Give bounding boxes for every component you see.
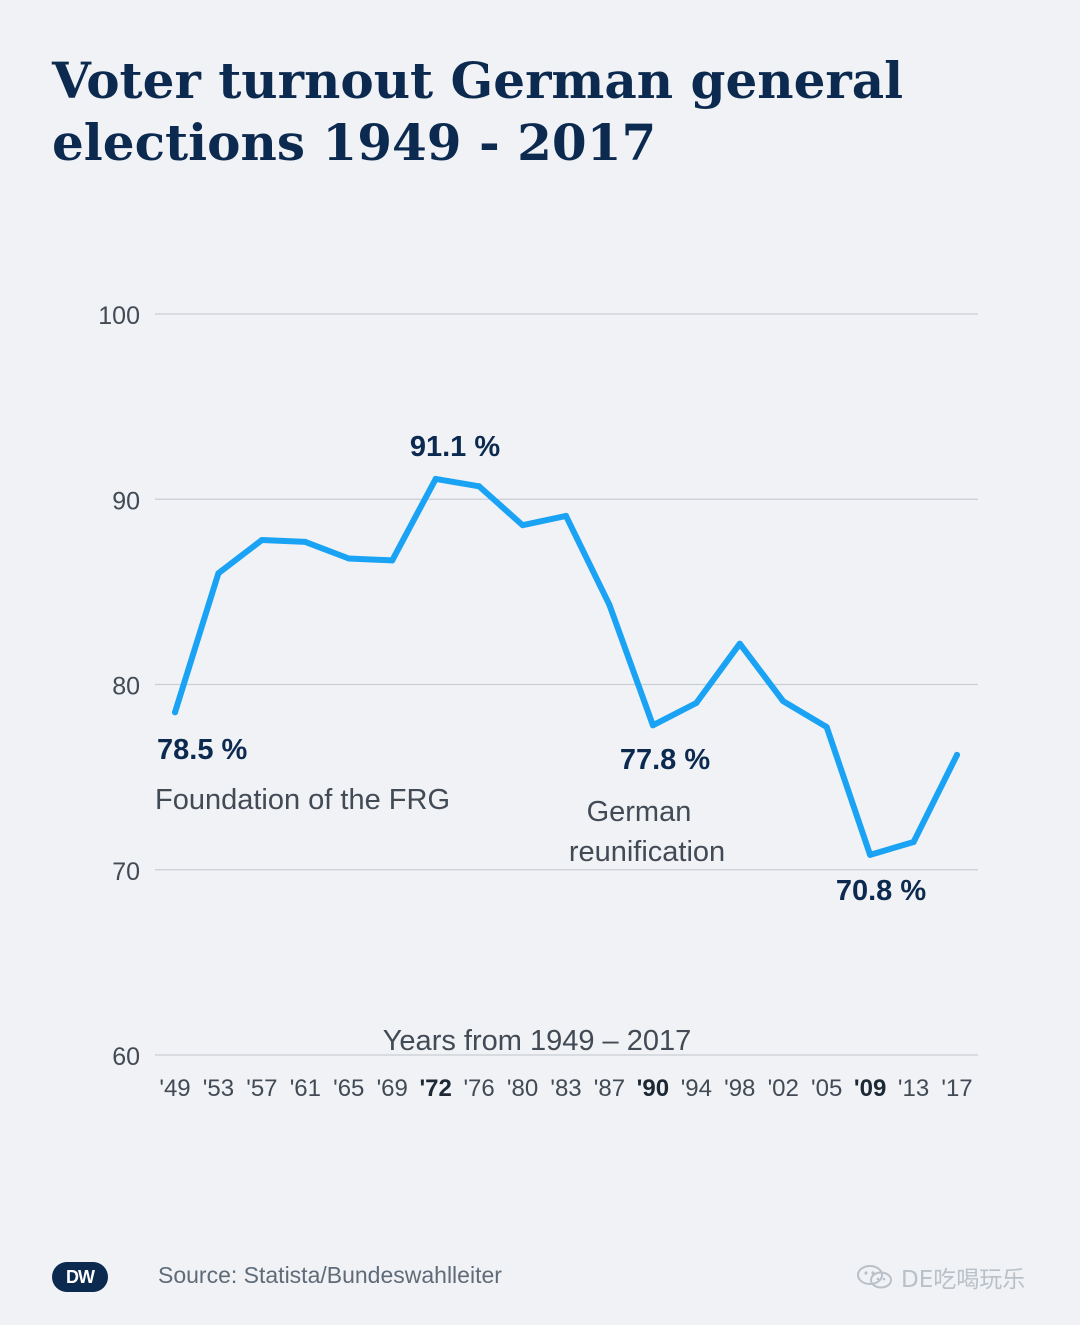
y-tick-label: 60: [112, 1043, 140, 1071]
x-tick-label: '49: [159, 1075, 190, 1102]
y-tick-label: 70: [112, 858, 140, 886]
x-axis-ticks: '49 '53 '57 '61 '65 '69 '72 '76 '80 '83 '87 '90 '94 '…: [159, 1075, 972, 1102]
dw-logo: DW: [52, 1262, 108, 1292]
annotation-value-foundation: 78.5 %: [157, 734, 247, 766]
annotations: 78.5 % Foundation of the FRG 91.1 % 77.8…: [155, 431, 926, 907]
x-tick-label: '90: [637, 1075, 669, 1102]
x-tick-label: '94: [681, 1075, 712, 1102]
y-tick-label: 100: [98, 302, 140, 330]
source-note: Source: Statista/Bundeswahlleiter: [158, 1262, 502, 1288]
annotation-value-low: 70.8 %: [836, 875, 926, 907]
data-point: [823, 724, 830, 731]
chart-title: Voter turnout German general elections 1…: [52, 50, 1032, 174]
data-point: [476, 483, 483, 490]
data-point: [780, 698, 787, 705]
x-tick-label: '65: [333, 1075, 364, 1102]
series-group: [172, 475, 960, 858]
data-point: [910, 838, 917, 845]
y-axis-ticks: 60 70 80 90 100: [98, 302, 140, 1071]
data-point: [649, 722, 656, 729]
x-axis-label: Years from 1949 – 2017: [383, 1025, 691, 1057]
data-point: [736, 640, 743, 647]
annotation-note-foundation: Foundation of the FRG: [155, 784, 450, 816]
data-point: [302, 538, 309, 545]
x-tick-label: '53: [203, 1075, 234, 1102]
annotation-value-reunification: 77.8 %: [620, 744, 710, 776]
x-tick-label: '17: [941, 1075, 972, 1102]
data-point: [867, 851, 874, 858]
line-chart: 60 70 80 90 100 Years from 1949 – 2017 '49 '5…: [98, 302, 978, 1102]
data-point: [172, 709, 178, 716]
footer: DW Source: Statista/Bundeswahlleiter DE吃…: [0, 1248, 1080, 1308]
x-tick-label: '72: [419, 1075, 451, 1102]
annotation-note-reunification-line-2: reunification: [569, 836, 725, 868]
chart-title-line-1: Voter turnout German general: [52, 51, 904, 110]
data-point: [389, 557, 396, 564]
annotation-note-reunification-line-1: German: [587, 796, 692, 828]
data-point: [345, 555, 352, 562]
y-tick-label: 90: [112, 487, 140, 515]
y-tick-label: 80: [112, 673, 140, 701]
data-point: [563, 512, 569, 519]
annotation-note-reunification: German reunification: [569, 796, 725, 868]
x-tick-label: '57: [246, 1075, 277, 1102]
x-tick-label: '83: [550, 1075, 581, 1102]
x-tick-label: '02: [768, 1075, 799, 1102]
x-tick-label: '87: [594, 1075, 625, 1102]
data-point: [954, 751, 960, 758]
data-point: [258, 537, 265, 544]
data-point: [693, 700, 700, 707]
x-tick-label: '13: [898, 1075, 929, 1102]
chart-title-line-2: elections 1949 - 2017: [52, 113, 657, 172]
data-point: [215, 570, 222, 577]
x-tick-label: '05: [811, 1075, 842, 1102]
annotation-value-peak: 91.1 %: [410, 431, 500, 463]
data-point: [606, 601, 613, 608]
dw-logo-text: DW: [66, 1266, 95, 1287]
data-point: [519, 522, 526, 529]
x-tick-label: '80: [507, 1075, 538, 1102]
wechat-icon: [857, 1265, 892, 1289]
watermark: DE吃喝玩乐: [855, 1260, 1025, 1294]
gridlines: [155, 313, 978, 1056]
watermark-text: DE吃喝玩乐: [901, 1267, 1026, 1293]
x-tick-label: '61: [290, 1075, 321, 1102]
x-tick-label: '69: [377, 1075, 408, 1102]
x-tick-label: '09: [854, 1075, 886, 1102]
x-tick-label: '98: [724, 1075, 755, 1102]
x-tick-label: '76: [463, 1075, 494, 1102]
data-point: [432, 475, 439, 482]
